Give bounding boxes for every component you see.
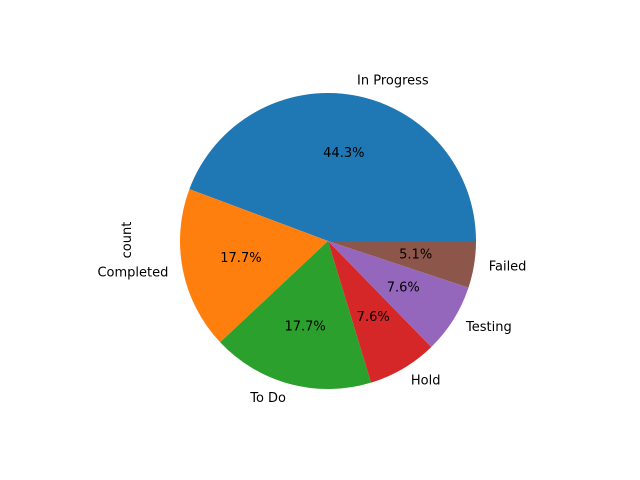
pie-slices <box>179 92 476 389</box>
slice-label-to-do: To Do <box>249 391 286 406</box>
y-axis-label: count <box>120 222 135 259</box>
pie-slice-testing <box>328 241 469 347</box>
slice-label-in-progress: In Progress <box>357 73 429 88</box>
percent-label-completed: 17.7% <box>220 251 261 266</box>
pie-slice-to-do <box>220 241 372 389</box>
slice-label-testing: Testing <box>465 320 512 335</box>
percent-label-hold: 7.6% <box>357 310 390 325</box>
percent-label-testing: 7.6% <box>387 281 420 296</box>
percent-label-in-progress: 44.3% <box>323 146 364 161</box>
pie-slice-failed <box>328 241 476 288</box>
percent-label-failed: 5.1% <box>399 248 432 263</box>
slice-label-completed: Completed <box>97 266 168 281</box>
slice-label-failed: Failed <box>489 259 527 274</box>
pie-slice-in-progress <box>189 92 476 241</box>
slice-label-hold: Hold <box>411 374 441 389</box>
pie-labels: In Progress 44.3% Completed 17.7% To Do 17.7%… <box>97 73 527 406</box>
pie-slice-hold <box>328 241 432 383</box>
percent-label-to-do: 17.7% <box>284 319 325 334</box>
pie-slice-completed <box>179 189 328 343</box>
